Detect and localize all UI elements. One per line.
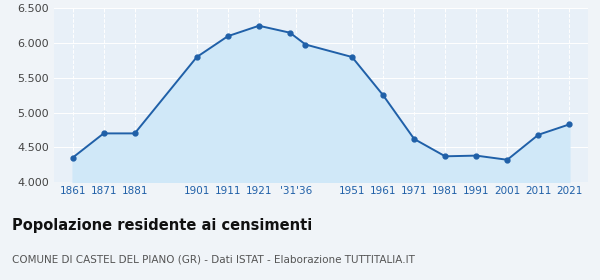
Text: Popolazione residente ai censimenti: Popolazione residente ai censimenti xyxy=(12,218,312,234)
Text: COMUNE DI CASTEL DEL PIANO (GR) - Dati ISTAT - Elaborazione TUTTITALIA.IT: COMUNE DI CASTEL DEL PIANO (GR) - Dati I… xyxy=(12,255,415,265)
